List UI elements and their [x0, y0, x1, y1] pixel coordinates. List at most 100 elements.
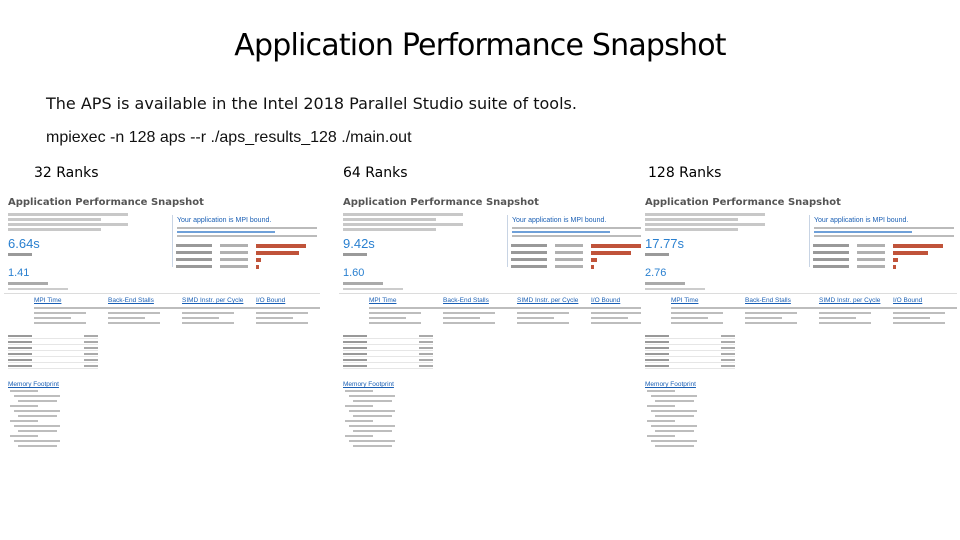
memory-footprint-link: Memory Footprint	[343, 381, 394, 388]
aps-report-thumbnail: Application Performance Snapshot 6.64s Y…	[4, 193, 320, 455]
report-metadata	[8, 213, 158, 233]
bound-message: Your application is MPI bound.	[177, 217, 272, 224]
bound-message: Your application is MPI bound.	[512, 217, 607, 224]
table-row	[8, 351, 98, 357]
metric-block: Back-End Stalls	[745, 297, 819, 324]
metric-block: SIMD Instr. per Cycle	[517, 297, 591, 324]
mpi-summary-table	[172, 243, 312, 271]
metric-block: SIMD Instr. per Cycle	[182, 297, 256, 324]
cpi-value: 1.60	[343, 267, 365, 279]
metric-name: MPI Time	[671, 297, 699, 304]
metric-name: SIMD Instr. per Cycle	[517, 297, 579, 304]
report-metadata	[343, 213, 493, 233]
bound-message: Your application is MPI bound.	[814, 217, 909, 224]
table-row	[8, 339, 98, 345]
report-title: Application Performance Snapshot	[8, 197, 204, 208]
report-title: Application Performance Snapshot	[343, 197, 539, 208]
mpi-bar-row	[507, 250, 647, 256]
top-functions-table	[645, 333, 735, 369]
metric-name: SIMD Instr. per Cycle	[182, 297, 244, 304]
mpi-bar-row	[507, 243, 647, 249]
mpi-bar	[893, 265, 896, 269]
mpi-bar-row	[507, 257, 647, 263]
metric-block: I/O Bound	[893, 297, 957, 324]
mpi-bar-row	[809, 243, 949, 249]
table-row	[8, 333, 98, 339]
column-label-32-ranks: 32 Ranks	[34, 165, 99, 181]
mpi-bar-row	[172, 250, 312, 256]
mpi-bar	[256, 265, 259, 269]
table-row	[343, 339, 433, 345]
slide-title: Application Performance Snapshot	[234, 28, 726, 63]
table-row	[343, 351, 433, 357]
mpi-bar-row	[507, 264, 647, 270]
table-row	[343, 363, 433, 369]
mpi-bar	[256, 258, 261, 262]
mpi-bar	[591, 258, 597, 262]
report-title: Application Performance Snapshot	[645, 197, 841, 208]
top-functions-table	[8, 333, 98, 369]
aps-report-thumbnail: Application Performance Snapshot 9.42s Y…	[339, 193, 655, 455]
mpi-bar	[591, 251, 631, 255]
table-row	[8, 363, 98, 369]
mpi-bar-row	[172, 264, 312, 270]
memory-footprint-link: Memory Footprint	[645, 381, 696, 388]
metric-block: MPI Time	[34, 297, 108, 324]
bound-summary-panel: Your application is MPI bound.	[507, 215, 655, 267]
table-row	[343, 333, 433, 339]
metric-block: MPI Time	[671, 297, 745, 324]
metric-name: MPI Time	[34, 297, 62, 304]
table-row	[645, 345, 735, 351]
mpi-bar-row	[172, 257, 312, 263]
metric-block: SIMD Instr. per Cycle	[819, 297, 893, 324]
aps-report-thumbnail: Application Performance Snapshot 17.77s …	[641, 193, 957, 455]
mpi-bar-row	[809, 257, 949, 263]
table-row	[8, 345, 98, 351]
memory-details	[647, 390, 717, 450]
metric-name: I/O Bound	[256, 297, 286, 304]
mpi-bar	[893, 251, 928, 255]
metric-name: MPI Time	[369, 297, 397, 304]
metric-name: I/O Bound	[591, 297, 621, 304]
table-row	[343, 345, 433, 351]
report-metadata	[645, 213, 795, 233]
metric-block: Back-End Stalls	[108, 297, 182, 324]
mpi-bar	[591, 244, 641, 248]
mpi-bar	[591, 265, 594, 269]
mpi-bar	[256, 244, 306, 248]
mpi-summary-table	[809, 243, 949, 271]
mpi-summary-table	[507, 243, 647, 271]
metric-name: I/O Bound	[893, 297, 923, 304]
table-row	[645, 357, 735, 363]
cpi-value: 2.76	[645, 267, 667, 279]
command-line: mpiexec -n 128 aps --r ./aps_results_128…	[46, 129, 412, 146]
metric-name: Back-End Stalls	[443, 297, 489, 304]
metric-block: MPI Time	[369, 297, 443, 324]
memory-footprint-link: Memory Footprint	[8, 381, 59, 388]
elapsed-time-value: 9.42s	[343, 236, 375, 251]
metric-name: SIMD Instr. per Cycle	[819, 297, 881, 304]
elapsed-time-value: 17.77s	[645, 236, 685, 251]
metric-block: I/O Bound	[591, 297, 655, 324]
mpi-bar	[893, 258, 898, 262]
table-row	[343, 357, 433, 363]
table-row	[645, 339, 735, 345]
table-row	[8, 357, 98, 363]
metric-block: Back-End Stalls	[443, 297, 517, 324]
column-label-128-ranks: 128 Ranks	[648, 165, 722, 181]
table-row	[645, 333, 735, 339]
table-row	[645, 351, 735, 357]
table-row	[645, 363, 735, 369]
mpi-bar-row	[809, 250, 949, 256]
mpi-bar	[893, 244, 943, 248]
mpi-bar-row	[172, 243, 312, 249]
metric-block: I/O Bound	[256, 297, 320, 324]
metric-name: Back-End Stalls	[745, 297, 791, 304]
memory-details	[10, 390, 80, 450]
column-label-64-ranks: 64 Ranks	[343, 165, 408, 181]
metric-name: Back-End Stalls	[108, 297, 154, 304]
mpi-bar	[256, 251, 299, 255]
slide-subtitle: The APS is available in the Intel 2018 P…	[46, 94, 577, 113]
top-functions-table	[343, 333, 433, 369]
cpi-value: 1.41	[8, 267, 30, 279]
